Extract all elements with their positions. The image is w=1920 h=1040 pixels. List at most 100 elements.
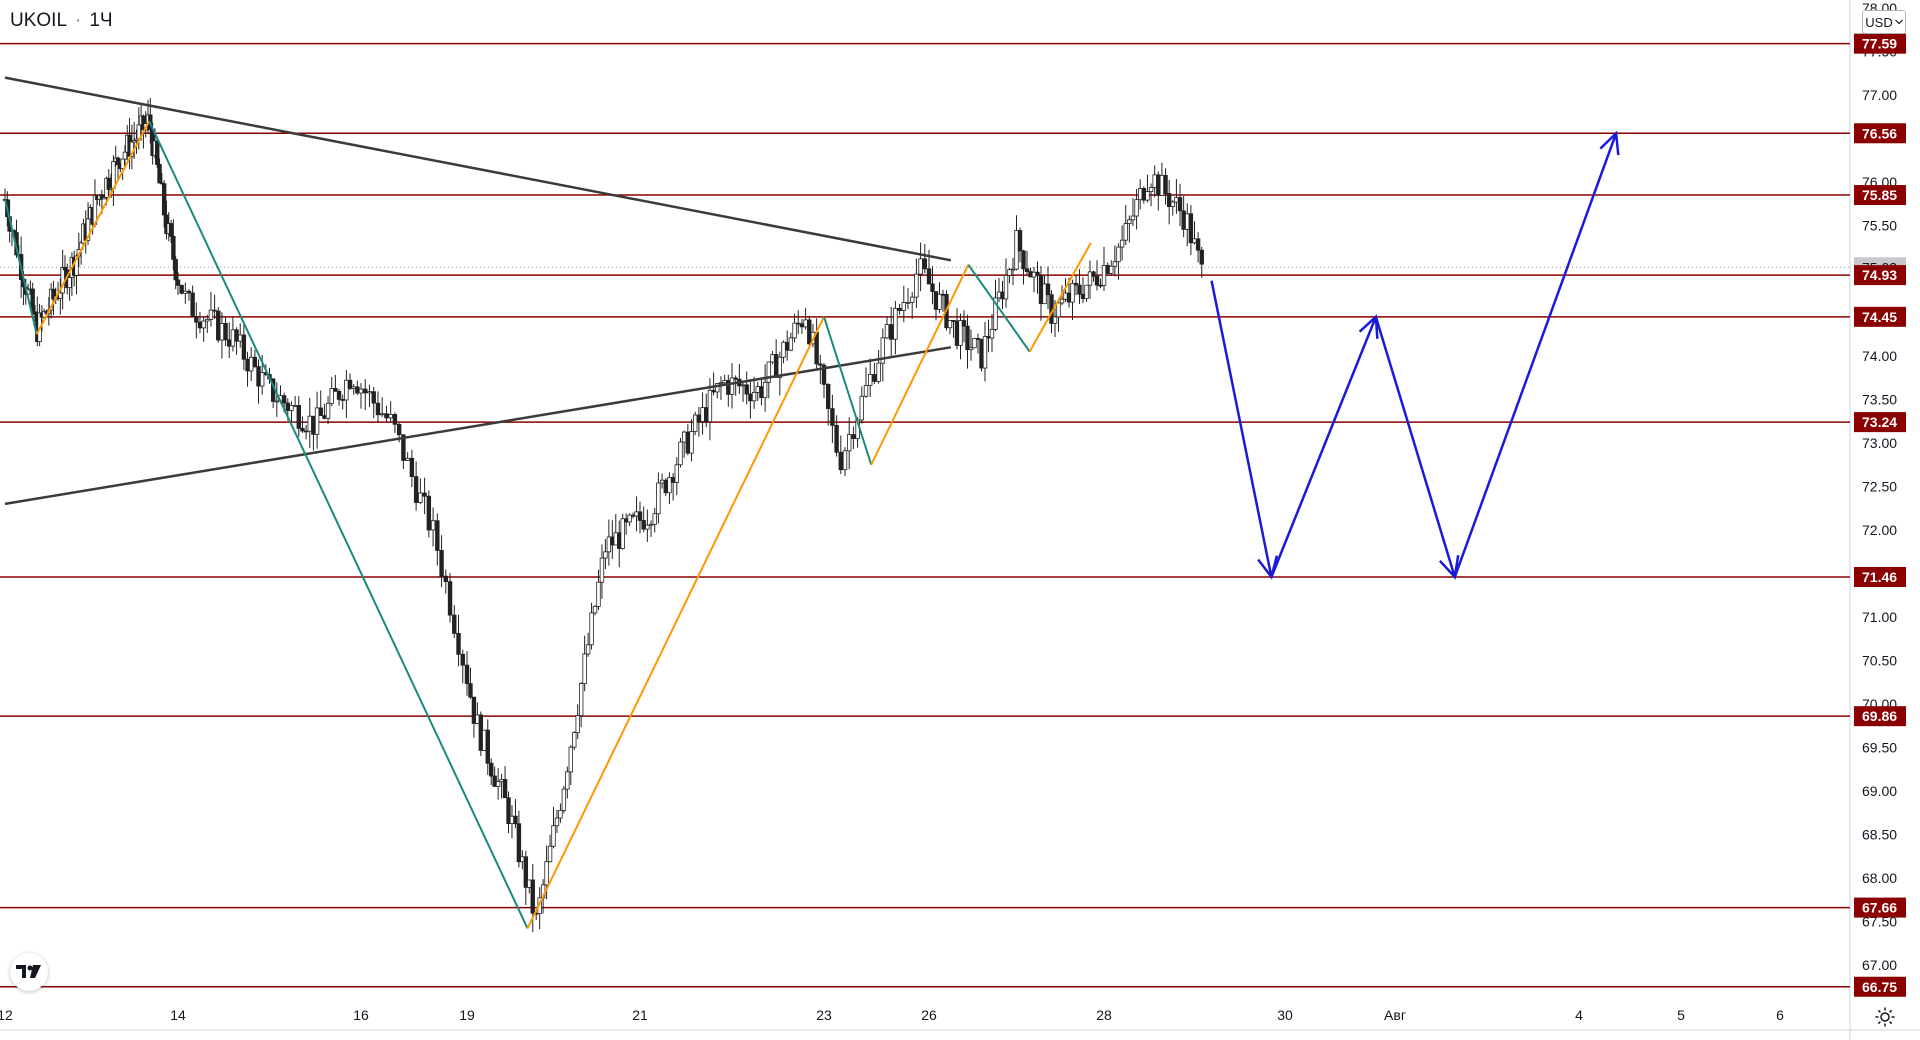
candle-body xyxy=(30,288,35,313)
candle-body xyxy=(1192,238,1197,244)
candle-body xyxy=(565,771,570,790)
symbol-header[interactable]: UKOIL · 1Ч xyxy=(10,10,113,32)
candle-body xyxy=(426,495,432,531)
level-label: 69.86 xyxy=(1862,708,1897,724)
candle-body xyxy=(996,291,1002,299)
candle-body xyxy=(42,310,47,318)
candle-body xyxy=(1170,201,1175,208)
candle-body xyxy=(652,513,657,525)
y-tick-label: 77.00 xyxy=(1862,87,1897,103)
candle-body xyxy=(190,292,195,317)
candle-body xyxy=(1145,191,1150,201)
candle-body xyxy=(238,334,243,342)
currency-selector[interactable]: USD xyxy=(1862,10,1906,34)
candle-body xyxy=(547,845,553,863)
level-label: 75.85 xyxy=(1862,187,1897,203)
candle-body xyxy=(648,523,654,526)
candle-body xyxy=(460,653,465,666)
candle-body xyxy=(905,301,911,304)
candle-body xyxy=(74,255,79,276)
candle-body xyxy=(814,331,819,365)
level-badge xyxy=(1854,265,1906,286)
candle-body xyxy=(1014,230,1019,270)
candle-body xyxy=(986,336,991,339)
candle-body xyxy=(259,372,265,387)
candle-body xyxy=(1105,264,1110,274)
level-badge xyxy=(1854,566,1906,587)
candle-body xyxy=(418,492,423,503)
level-label: 74.45 xyxy=(1862,309,1897,325)
forecast-segment xyxy=(1374,316,1456,578)
candle-body xyxy=(613,532,618,546)
candle-body xyxy=(818,363,823,366)
candle-body xyxy=(954,320,960,346)
candle-body xyxy=(627,514,632,523)
candle-body xyxy=(641,520,646,530)
candle-body xyxy=(1070,282,1075,303)
candle-body xyxy=(396,423,402,436)
candle-body xyxy=(914,273,919,298)
candle-body xyxy=(751,392,757,402)
zigzag-up-segment xyxy=(1028,242,1092,353)
candle-body xyxy=(527,879,532,888)
candle-body xyxy=(1134,199,1139,217)
tradingview-icon xyxy=(16,965,41,978)
candle-body xyxy=(513,815,518,825)
candle-body xyxy=(201,320,206,329)
candle-body xyxy=(596,581,601,607)
candle-body xyxy=(656,482,661,515)
candle-body xyxy=(336,390,342,400)
candle-body xyxy=(219,323,225,341)
candle-body xyxy=(245,358,250,372)
candle-body xyxy=(1063,292,1068,300)
candle-body xyxy=(834,424,839,453)
level-label: 71.46 xyxy=(1862,569,1897,585)
trend-line xyxy=(4,346,952,506)
tradingview-logo[interactable] xyxy=(10,953,48,991)
candle-body xyxy=(759,386,764,399)
y-tick-label: 67.00 xyxy=(1862,957,1897,973)
candle-body xyxy=(1091,271,1096,277)
candle-body xyxy=(379,413,385,416)
zigzag-up-segment xyxy=(870,264,970,466)
candle-body xyxy=(344,379,349,401)
candle-body xyxy=(499,779,504,783)
trend-lines xyxy=(4,76,952,506)
currency-label: USD xyxy=(1865,14,1893,30)
candle-body xyxy=(392,414,398,425)
y-tick-label: 72.00 xyxy=(1862,522,1897,538)
candle-body xyxy=(62,267,68,271)
candle-body xyxy=(307,415,312,432)
candle-body xyxy=(1035,271,1040,276)
candle-body xyxy=(122,151,128,160)
candle-body xyxy=(208,309,214,320)
gear-icon xyxy=(1875,1007,1895,1027)
candle-body xyxy=(910,296,915,303)
candle-body xyxy=(958,320,963,346)
settings-button[interactable] xyxy=(1872,1004,1898,1030)
candle-body xyxy=(880,337,885,364)
candle-body xyxy=(205,318,210,322)
candle-body xyxy=(1066,292,1072,303)
candle-body xyxy=(918,258,923,275)
candle-body xyxy=(1007,269,1012,276)
candle-body xyxy=(186,290,192,294)
candle-body xyxy=(292,404,298,407)
candle-body xyxy=(281,395,287,404)
candle-body xyxy=(401,434,406,461)
candle-body xyxy=(770,354,775,363)
candle-body xyxy=(168,223,174,237)
y-tick-label: 69.50 xyxy=(1862,740,1897,756)
candle-body xyxy=(561,788,567,811)
candle-body xyxy=(863,384,869,397)
candle-body xyxy=(1056,302,1061,318)
candle-body xyxy=(384,413,389,419)
candle-body xyxy=(456,632,461,655)
candle-body xyxy=(715,383,720,393)
candle-body xyxy=(252,356,258,367)
candle-body xyxy=(506,797,511,824)
candle-body xyxy=(975,337,981,340)
